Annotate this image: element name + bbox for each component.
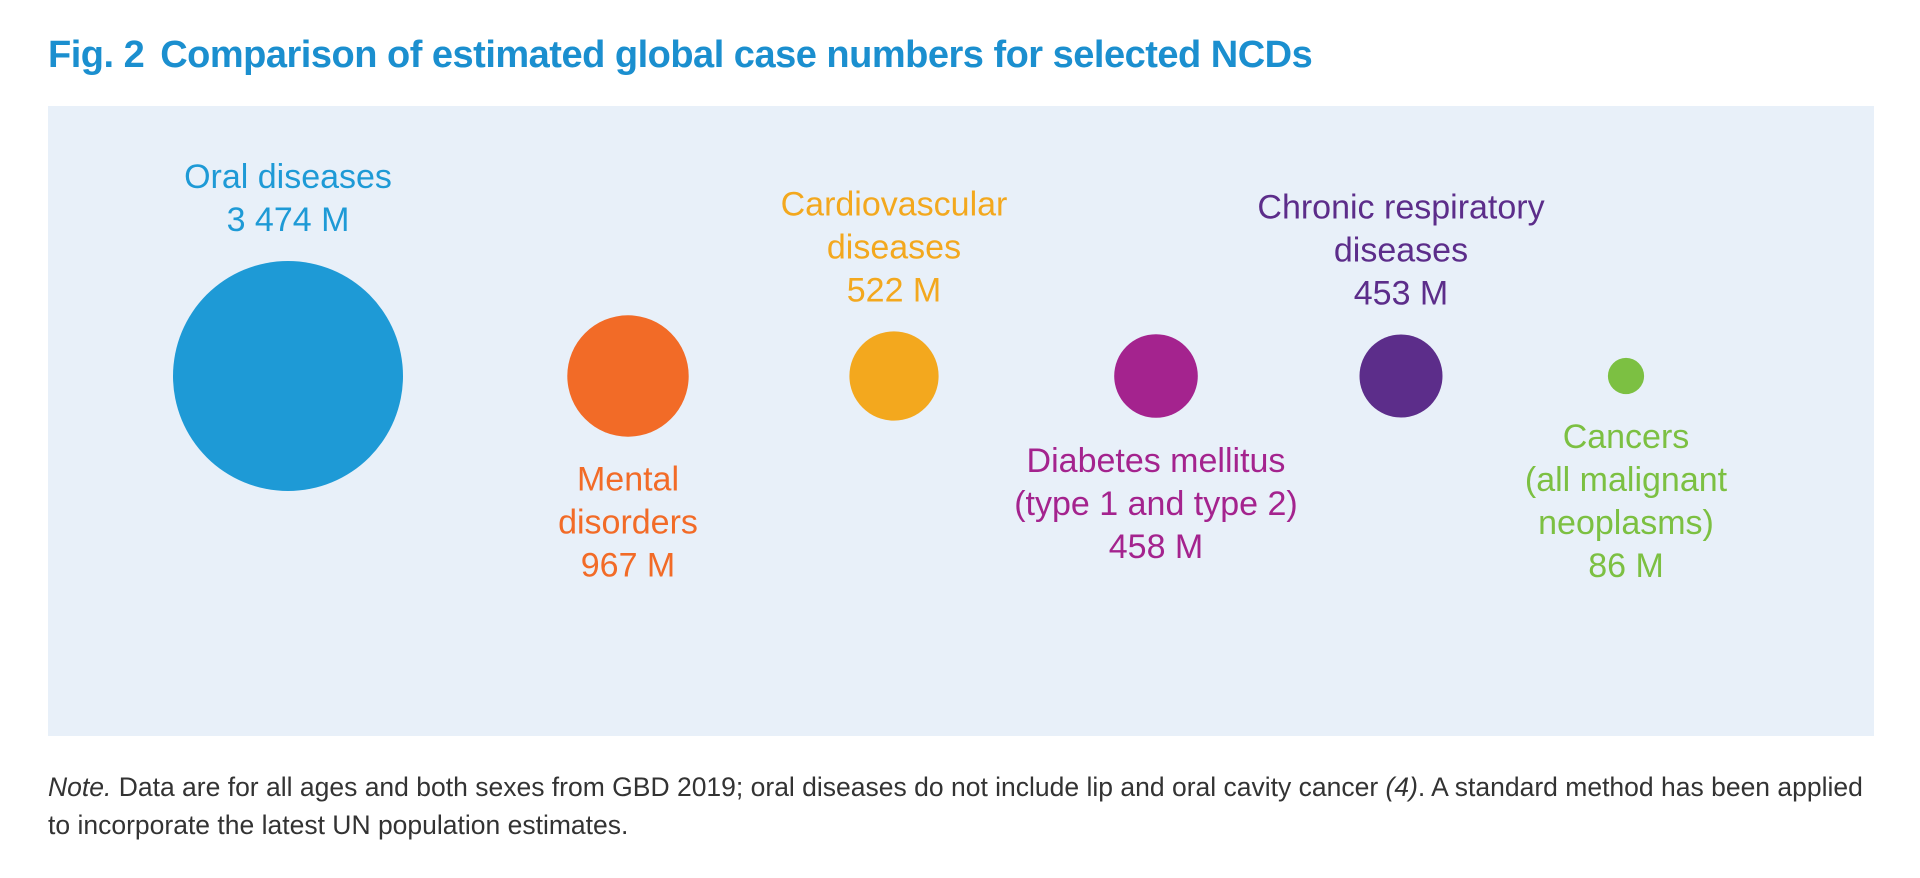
bubble-label-6: Cancers (all malignant neoplasms) 86 M — [1525, 418, 1728, 585]
bubble-value-label: 458 M — [1109, 528, 1204, 566]
bubble-2 — [567, 315, 689, 437]
bubble-5 — [1359, 334, 1443, 418]
bubble-value-label: 522 M — [847, 271, 942, 309]
bubble-4 — [1114, 334, 1198, 418]
bubble-label-line: Oral diseases — [184, 158, 392, 196]
bubble-1 — [173, 261, 403, 491]
bubble-label-line: diseases — [1334, 231, 1468, 269]
bubble-label-3: Cardiovascular diseases 522 M — [781, 185, 1008, 309]
bubble-value-label: 3 474 M — [227, 201, 350, 239]
bubble-label-5: Chronic respiratory diseases 453 M — [1257, 188, 1544, 312]
bubble-label-line: (type 1 and type 2) — [1014, 485, 1298, 523]
bubble-value-label: 86 M — [1588, 547, 1664, 585]
bubble-label-line: Cardiovascular — [781, 185, 1008, 223]
chart-panel: Oral diseases 3 474 M Mental disorders 967 M… — [48, 106, 1874, 736]
bubble-value-label: 967 M — [581, 547, 676, 585]
figure-note: Note. Data are for all ages and both sex… — [48, 768, 1874, 844]
bubble-label-2: Mental disorders 967 M — [558, 461, 698, 585]
bubble-label-line: Mental — [577, 461, 679, 499]
bubble-label-line: Chronic respiratory — [1257, 188, 1544, 226]
note-prefix: Note. — [48, 772, 112, 802]
bubble-label-line: (all malignant — [1525, 461, 1728, 499]
bubble-label-1: Oral diseases 3 474 M — [184, 158, 392, 239]
note-reference: (4) — [1385, 772, 1418, 802]
note-text-b: . A standard method has been applied to … — [48, 772, 1863, 840]
figure-title-text: Comparison of estimated global case numb… — [160, 34, 1313, 76]
bubble-label-4: Diabetes mellitus (type 1 and type 2) 458 … — [1014, 442, 1298, 566]
bubble-6 — [1607, 357, 1645, 395]
bubble-value-label: 453 M — [1354, 274, 1449, 312]
note-text-a: Data are for all ages and both sexes fro… — [111, 772, 1386, 802]
bubble-label-line: diseases — [827, 228, 961, 266]
bubble-label-line: disorders — [558, 504, 698, 542]
bubble-label-line: neoplasms) — [1538, 504, 1714, 542]
bubble-label-line: Diabetes mellitus — [1027, 442, 1286, 480]
bubble-label-line: Cancers — [1563, 418, 1690, 456]
figure-number: Fig. 2 — [48, 34, 145, 76]
bubble-chart: Oral diseases 3 474 M Mental disorders 967 M… — [173, 158, 1728, 585]
figure-title: Fig. 2 Comparison of estimated global cas… — [48, 34, 1313, 77]
bubble-3 — [849, 331, 939, 421]
